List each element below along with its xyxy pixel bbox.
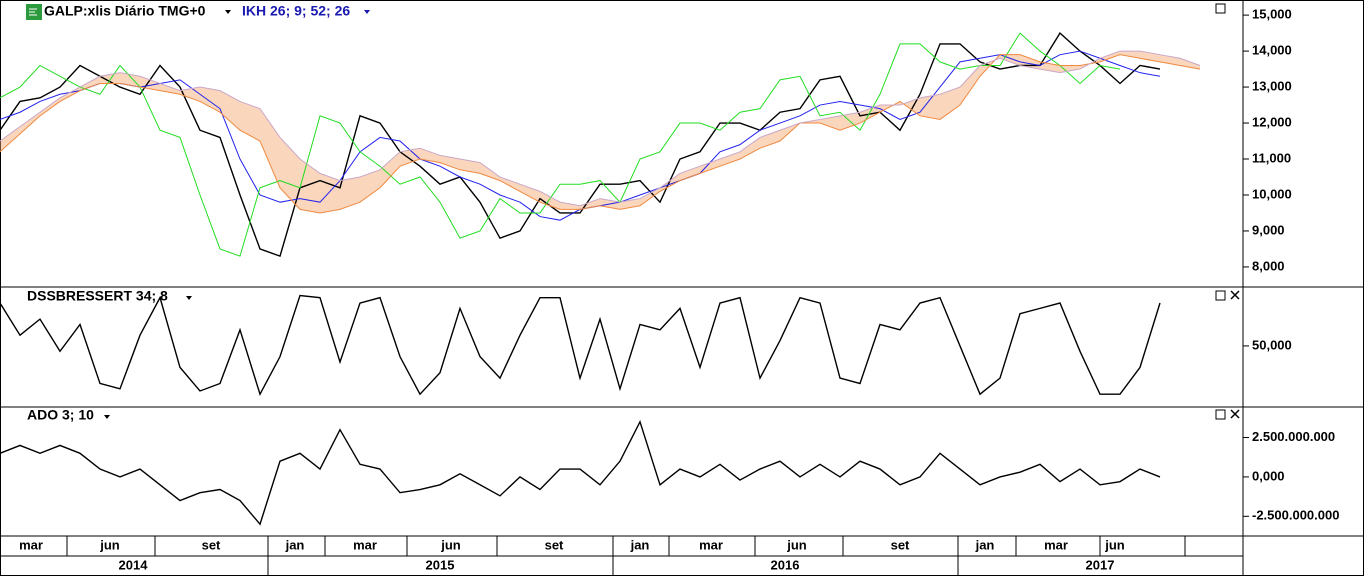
x-tick-label: jan xyxy=(630,537,650,552)
close-button[interactable] xyxy=(1230,409,1240,419)
y-tick-label: 10,000 xyxy=(1252,186,1292,201)
x-tick-label: mar xyxy=(1044,537,1068,552)
y-tick-label: 15,000 xyxy=(1252,7,1292,22)
series-line xyxy=(0,294,1161,397)
x-tick-label: set xyxy=(545,537,564,552)
x-tick-label: jun xyxy=(440,537,461,552)
x-year-label: 2015 xyxy=(426,557,455,572)
x-year-label: 2017 xyxy=(1086,557,1115,572)
x-tick-label: mar xyxy=(699,537,723,552)
indicator-title: IKH 26; 9; 52; 26 xyxy=(242,3,350,19)
x-tick-label: mar xyxy=(353,537,377,552)
cloud-fill xyxy=(0,51,1200,213)
panel-title: DSSBRESSERT 34; 8 xyxy=(27,288,168,304)
x-tick-label: set xyxy=(202,537,221,552)
maximize-button[interactable] xyxy=(1215,3,1226,14)
y-tick-label: 50,000 xyxy=(1252,337,1292,352)
x-tick-label: jun xyxy=(786,537,807,552)
panel-title: ADO 3; 10 xyxy=(27,407,94,423)
eq-icon-glyph xyxy=(29,8,37,16)
x-year-label: 2014 xyxy=(119,557,149,572)
x-tick-label: jan xyxy=(975,537,995,552)
series-line xyxy=(0,50,1201,207)
y-tick-label: 14,000 xyxy=(1252,43,1292,58)
dropdown[interactable] xyxy=(225,10,231,14)
maximize-button[interactable] xyxy=(1215,409,1226,420)
close-button[interactable] xyxy=(1230,290,1240,300)
y-tick-label: 12,000 xyxy=(1252,114,1292,129)
x-tick-label: jan xyxy=(285,537,305,552)
series-line xyxy=(0,32,1121,257)
x-tick-label: jun xyxy=(99,537,120,552)
series-line xyxy=(0,54,1201,214)
y-tick-label: 0,000 xyxy=(1252,468,1285,483)
maximize-button[interactable] xyxy=(1215,290,1226,301)
y-tick-label: 8,000 xyxy=(1252,258,1285,273)
series-line xyxy=(0,32,1161,258)
dropdown[interactable] xyxy=(364,10,370,14)
y-tick-label: 13,000 xyxy=(1252,78,1292,93)
dropdown[interactable] xyxy=(186,296,192,300)
x-tick-label: set xyxy=(891,537,910,552)
x-year-label: 2016 xyxy=(771,557,800,572)
y-tick-label: -2.500.000.000 xyxy=(1252,508,1339,523)
y-tick-label: 2.500.000.000 xyxy=(1252,429,1335,444)
dropdown[interactable] xyxy=(104,415,110,419)
x-tick-label: mar xyxy=(19,537,43,552)
y-tick-label: 11,000 xyxy=(1252,150,1291,165)
y-tick-label: 9,000 xyxy=(1252,222,1285,237)
x-tick-label: jun xyxy=(1104,537,1125,552)
chart-title: GALP:xlis Diário TMG+0 xyxy=(44,3,206,19)
series-line xyxy=(0,419,1161,526)
plots xyxy=(0,32,1201,526)
